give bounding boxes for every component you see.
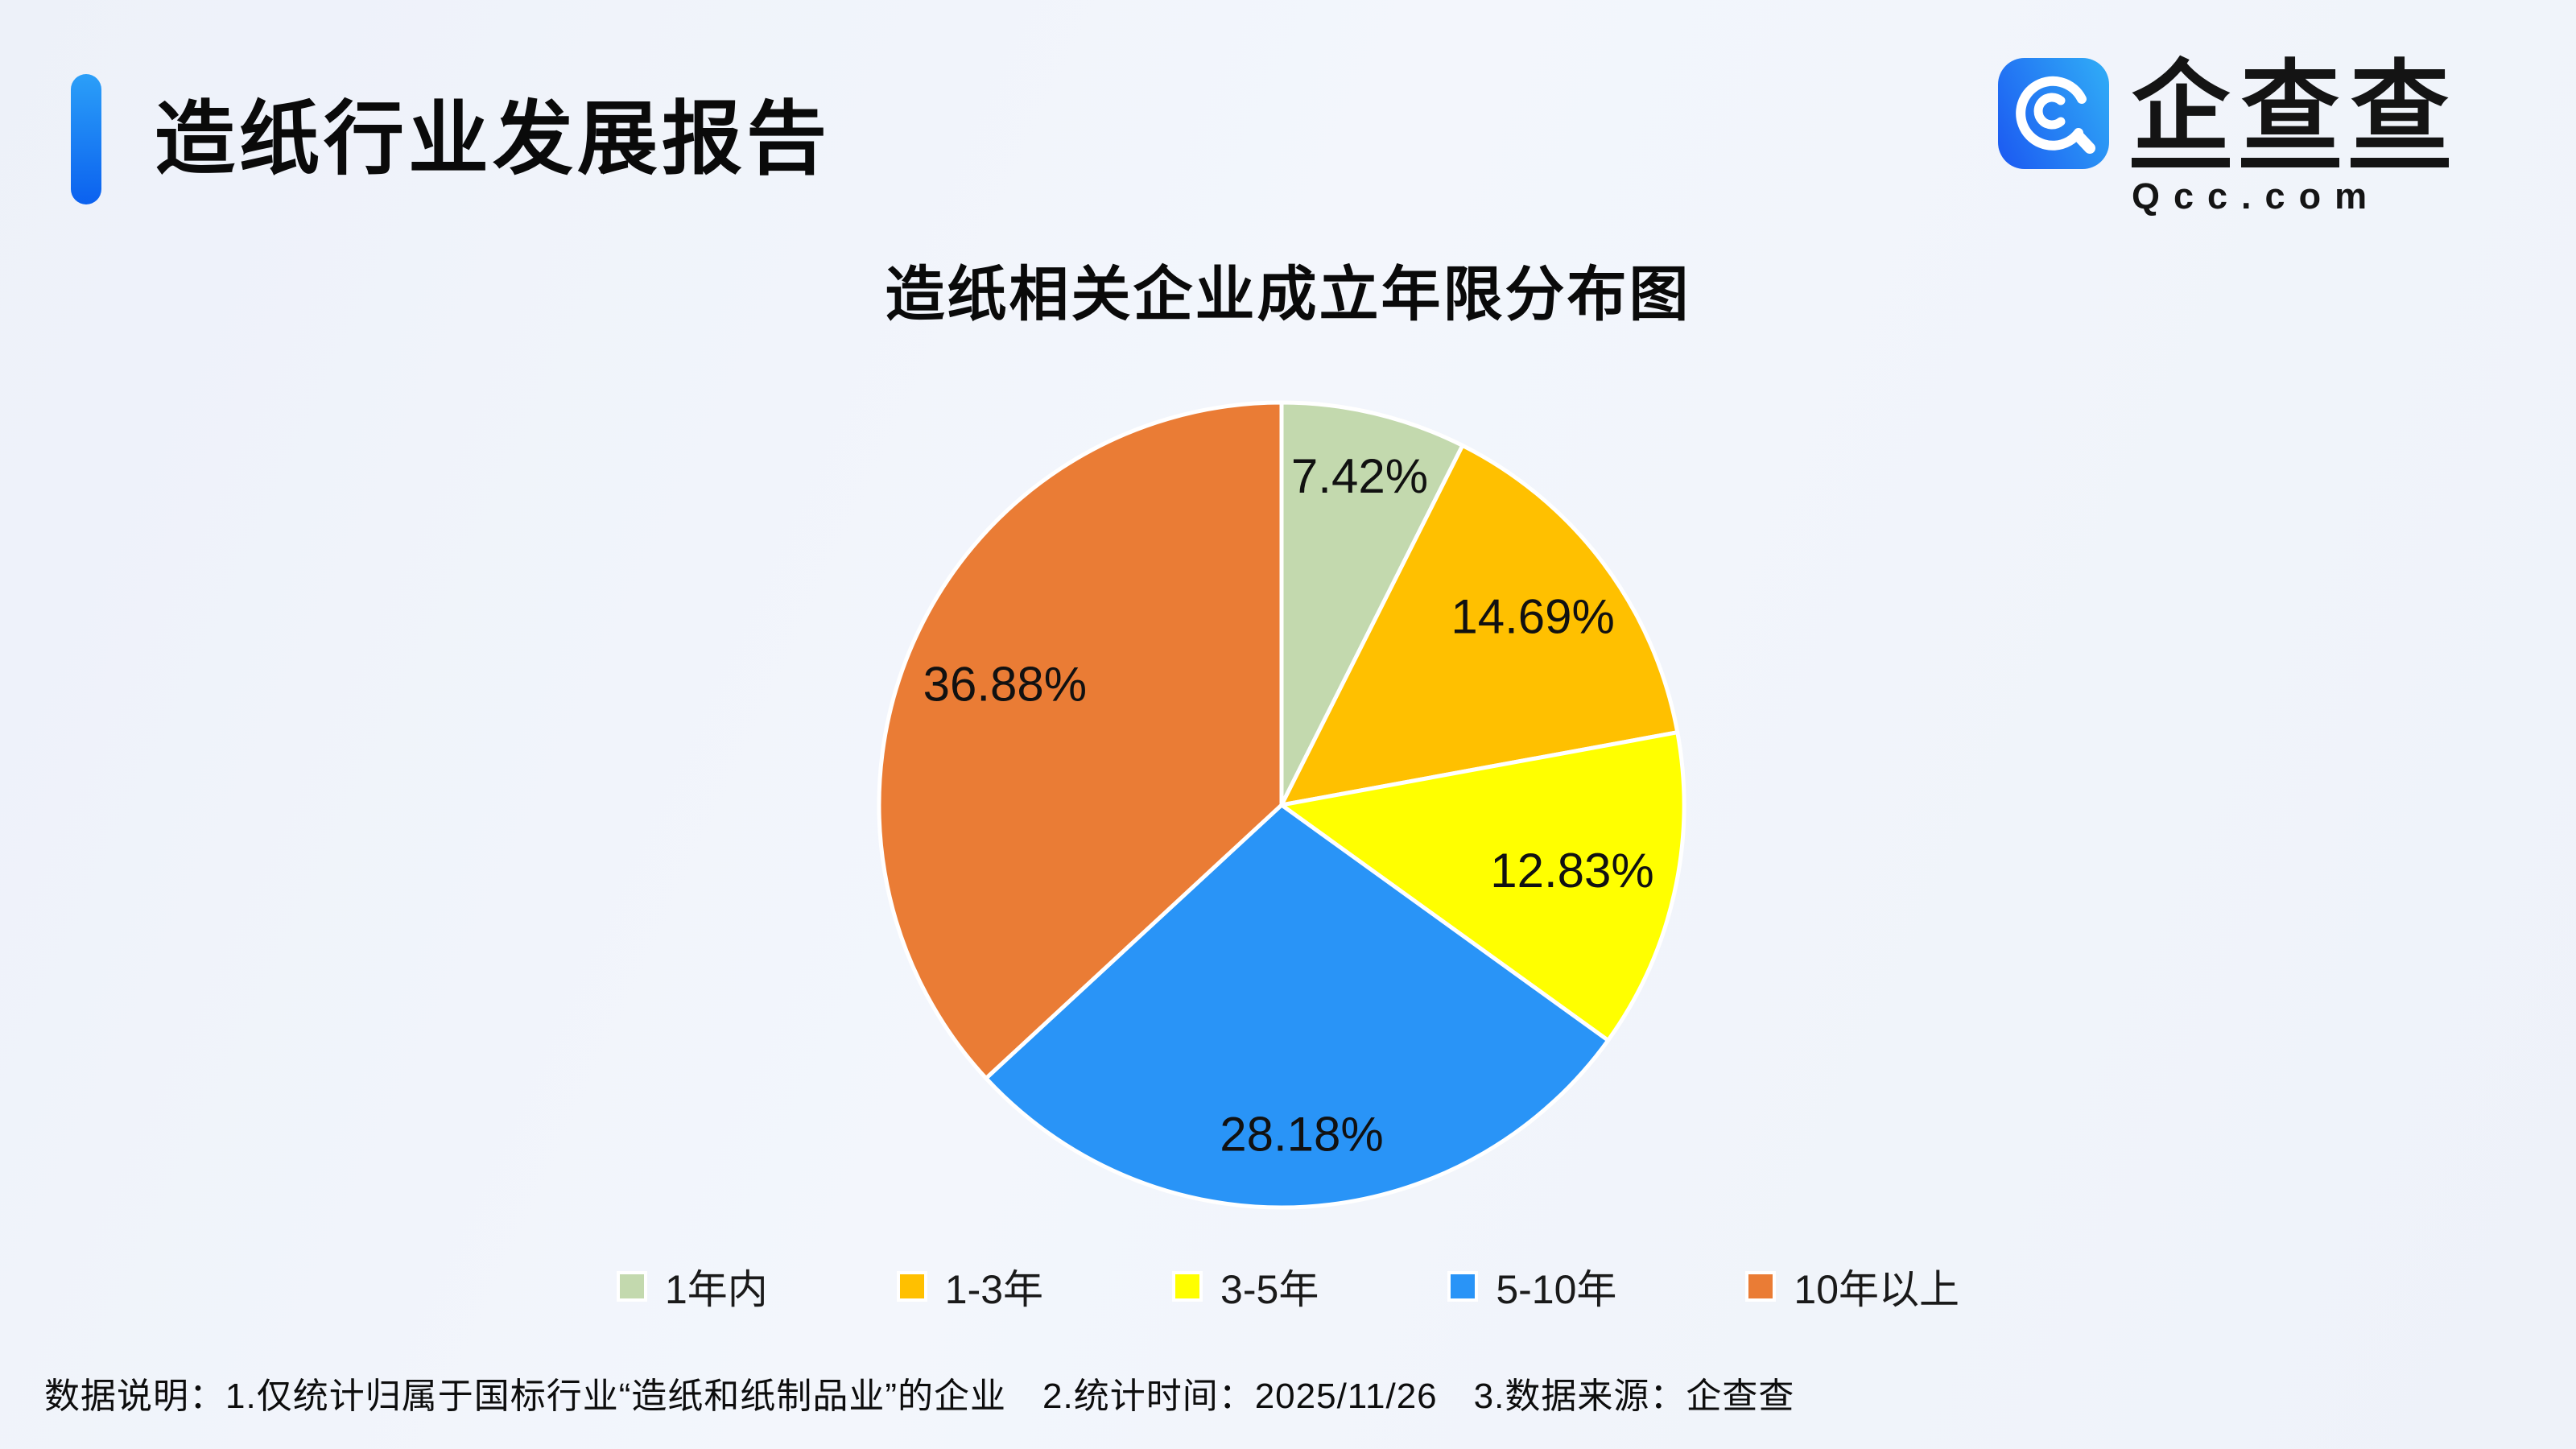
page-title: 造纸行业发展报告 bbox=[155, 94, 831, 184]
pie-slice-5-10年 bbox=[984, 803, 1611, 1210]
qcc-logo-char-2: 查 bbox=[2241, 58, 2339, 167]
legend-item-5-10年: 5-10年 bbox=[1447, 1257, 1616, 1315]
legend-label-10年以上: 10年以上 bbox=[1794, 1267, 1960, 1312]
legend-swatch-1-3年 bbox=[896, 1271, 927, 1302]
pie-slice-label-3-5年: 12.83% bbox=[1490, 844, 1654, 898]
legend-item-10年以上: 10年以上 bbox=[1745, 1257, 1959, 1315]
legend: 1年内 1-3年 3-5年 5-10年 10年以上 bbox=[0, 1253, 2576, 1320]
pie-slice-label-5-10年: 28.18% bbox=[1220, 1108, 1384, 1162]
qcc-magnifier-icon bbox=[1998, 58, 2109, 169]
chart-title: 造纸相关企业成立年限分布图 bbox=[885, 261, 1691, 328]
legend-label-3-5年: 3-5年 bbox=[1220, 1267, 1319, 1312]
header-accent-bar bbox=[71, 74, 101, 204]
pie-slice-10年以上 bbox=[877, 400, 1284, 1080]
pie-slice-1年内 bbox=[1279, 400, 1465, 807]
qcc-logo-char-3: 查 bbox=[2351, 58, 2449, 167]
qcc-domain: Qcc.com bbox=[2132, 175, 2381, 217]
legend-item-1-3年: 1-3年 bbox=[896, 1257, 1044, 1315]
qcc-logo-name: 企查查 bbox=[2132, 58, 2460, 167]
qcc-logo-char-1: 企 bbox=[2132, 58, 2230, 167]
pie-slice-label-1-3年: 14.69% bbox=[1451, 590, 1615, 644]
legend-item-1年内: 1年内 bbox=[616, 1257, 768, 1315]
pie-chart: 7.42% 14.69% 12.83% 28.18% 36.88% bbox=[877, 400, 1686, 1210]
pie-slice-1-3年 bbox=[1279, 443, 1680, 807]
footer-note: 数据说明：1.仅统计归属于国标行业“造纸和纸制品业”的企业 2.统计时间：202… bbox=[44, 1377, 1795, 1416]
legend-swatch-5-10年 bbox=[1447, 1271, 1479, 1302]
legend-label-1-3年: 1-3年 bbox=[944, 1267, 1044, 1312]
pie-slice-label-1年内: 7.42% bbox=[1291, 449, 1428, 503]
pie-slice-3-5年 bbox=[1279, 730, 1686, 1042]
legend-label-5-10年: 5-10年 bbox=[1496, 1267, 1617, 1312]
legend-swatch-3-5年 bbox=[1172, 1271, 1203, 1302]
qcc-logo-text: 企查查 Qcc.com bbox=[2132, 58, 2460, 217]
legend-item-3-5年: 3-5年 bbox=[1172, 1257, 1319, 1315]
legend-swatch-1年内 bbox=[616, 1271, 647, 1302]
qcc-logo: 企查查 Qcc.com bbox=[1998, 58, 2460, 217]
pie-slice-label-10年以上: 36.88% bbox=[923, 657, 1088, 711]
legend-swatch-10年以上 bbox=[1745, 1271, 1777, 1302]
legend-label-1年内: 1年内 bbox=[664, 1267, 768, 1312]
